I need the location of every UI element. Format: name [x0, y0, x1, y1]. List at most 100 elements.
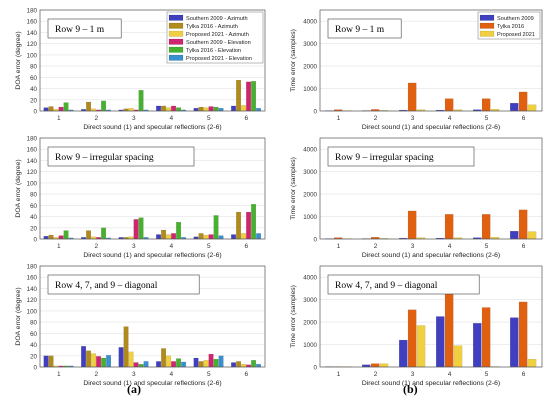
x-tick-label: 5: [207, 115, 211, 122]
bar: [256, 108, 261, 112]
y-axis-label: DOA error (degree): [15, 159, 22, 217]
y-tick-label: 0: [34, 237, 38, 244]
x-tick-label: 4: [448, 371, 452, 378]
legend-swatch: [168, 46, 184, 53]
x-tick-label: 1: [57, 371, 61, 378]
bar: [63, 102, 69, 112]
x-tick-label: 6: [244, 115, 248, 122]
y-tick-label: 2000: [303, 64, 317, 71]
y-tick-label: 4000: [303, 19, 317, 26]
bar: [510, 102, 519, 112]
plot-frame: [39, 137, 266, 240]
bar: [193, 108, 199, 112]
y-tick-label: 40: [30, 214, 37, 221]
bar: [198, 233, 204, 240]
bar: [527, 104, 537, 112]
bar: [213, 215, 219, 240]
chart-title-box: [327, 146, 475, 167]
y-tick-label: 160: [27, 147, 38, 154]
legend-swatch: [168, 54, 184, 61]
y-axis-label: Time error (samples): [290, 285, 297, 348]
y-tick-label: 120: [27, 169, 38, 176]
bar: [86, 101, 91, 112]
legend-swatch: [479, 22, 495, 29]
legend-swatch: [168, 38, 184, 45]
bar: [256, 233, 261, 240]
y-tick-label: 180: [27, 264, 38, 271]
bar: [96, 356, 101, 368]
y-tick-label: 0: [314, 109, 318, 116]
y-tick-label: 20: [30, 225, 37, 232]
legend-swatch: [479, 30, 495, 37]
bar: [251, 204, 256, 240]
bar: [161, 229, 166, 240]
bar: [510, 230, 519, 240]
chart-title-box: [47, 18, 122, 39]
bar: [208, 234, 214, 240]
bar: [379, 363, 389, 368]
legend-label: Tylka 2016 - Azimuth: [186, 24, 238, 30]
x-tick-label: 5: [207, 243, 211, 250]
x-tick-label: 3: [132, 243, 136, 250]
bar: [138, 364, 144, 368]
legend-label: Tylka 2016: [497, 24, 524, 30]
x-tick-label: 6: [244, 371, 248, 378]
bar: [527, 231, 537, 240]
bar: [133, 219, 139, 240]
bar: [161, 348, 166, 368]
bar: [166, 107, 171, 112]
bar: [399, 339, 408, 368]
x-tick-label: 4: [169, 243, 173, 250]
y-tick-label: 60: [30, 203, 37, 210]
y-axis-label: Time error (samples): [290, 29, 297, 92]
panel-label-b: (b): [403, 382, 418, 396]
x-tick-label: 1: [337, 371, 341, 378]
y-tick-label: 140: [27, 158, 38, 165]
bar: [407, 82, 417, 112]
y-tick-label: 100: [27, 52, 38, 59]
legend-label: Tylka 2016 - Elevation: [186, 48, 241, 54]
bar: [218, 108, 224, 112]
bar: [143, 361, 149, 368]
plot-frame: [39, 9, 266, 112]
y-tick-label: 80: [30, 64, 37, 71]
x-tick-label: 3: [132, 115, 136, 122]
plot-frame: [319, 137, 543, 240]
x-tick-label: 2: [374, 115, 378, 122]
bar: [86, 350, 91, 368]
chart-title: Row 9 – irregular spacing: [55, 153, 154, 163]
bar: [106, 355, 111, 368]
y-tick-label: 160: [27, 19, 38, 26]
bar: [251, 81, 256, 112]
bar: [138, 90, 144, 112]
y-tick-label: 4000: [303, 147, 317, 154]
bar: [236, 211, 241, 240]
x-tick-label: 2: [94, 243, 98, 250]
y-tick-label: 3000: [303, 297, 317, 304]
chart-title-box: [47, 274, 200, 295]
bar: [231, 234, 236, 240]
y-tick-label: 180: [27, 136, 38, 143]
y-axis-label: DOA error (degree): [15, 287, 22, 345]
y-tick-label: 100: [27, 308, 38, 315]
chart-title-box: [47, 146, 195, 167]
chart-title-box: [327, 274, 480, 295]
bar: [236, 361, 241, 368]
legend-label: Proposed 2021 - Elevation: [186, 56, 252, 62]
bar: [43, 107, 49, 112]
bar: [241, 233, 246, 240]
legend-label: Southern 2009 - Elevation: [186, 40, 251, 46]
bar: [171, 105, 176, 112]
x-tick-label: 1: [57, 115, 61, 122]
bar: [48, 106, 54, 112]
chart-title: Row 4, 7, and 9 – diagonal: [55, 281, 158, 291]
y-tick-label: 0: [34, 109, 38, 116]
bar: [246, 81, 251, 112]
bar: [231, 362, 236, 368]
bar: [181, 361, 186, 368]
bar: [510, 317, 519, 368]
bar: [251, 360, 256, 368]
bar: [193, 357, 199, 368]
y-tick-label: 0: [34, 365, 38, 372]
bar: [241, 364, 246, 368]
